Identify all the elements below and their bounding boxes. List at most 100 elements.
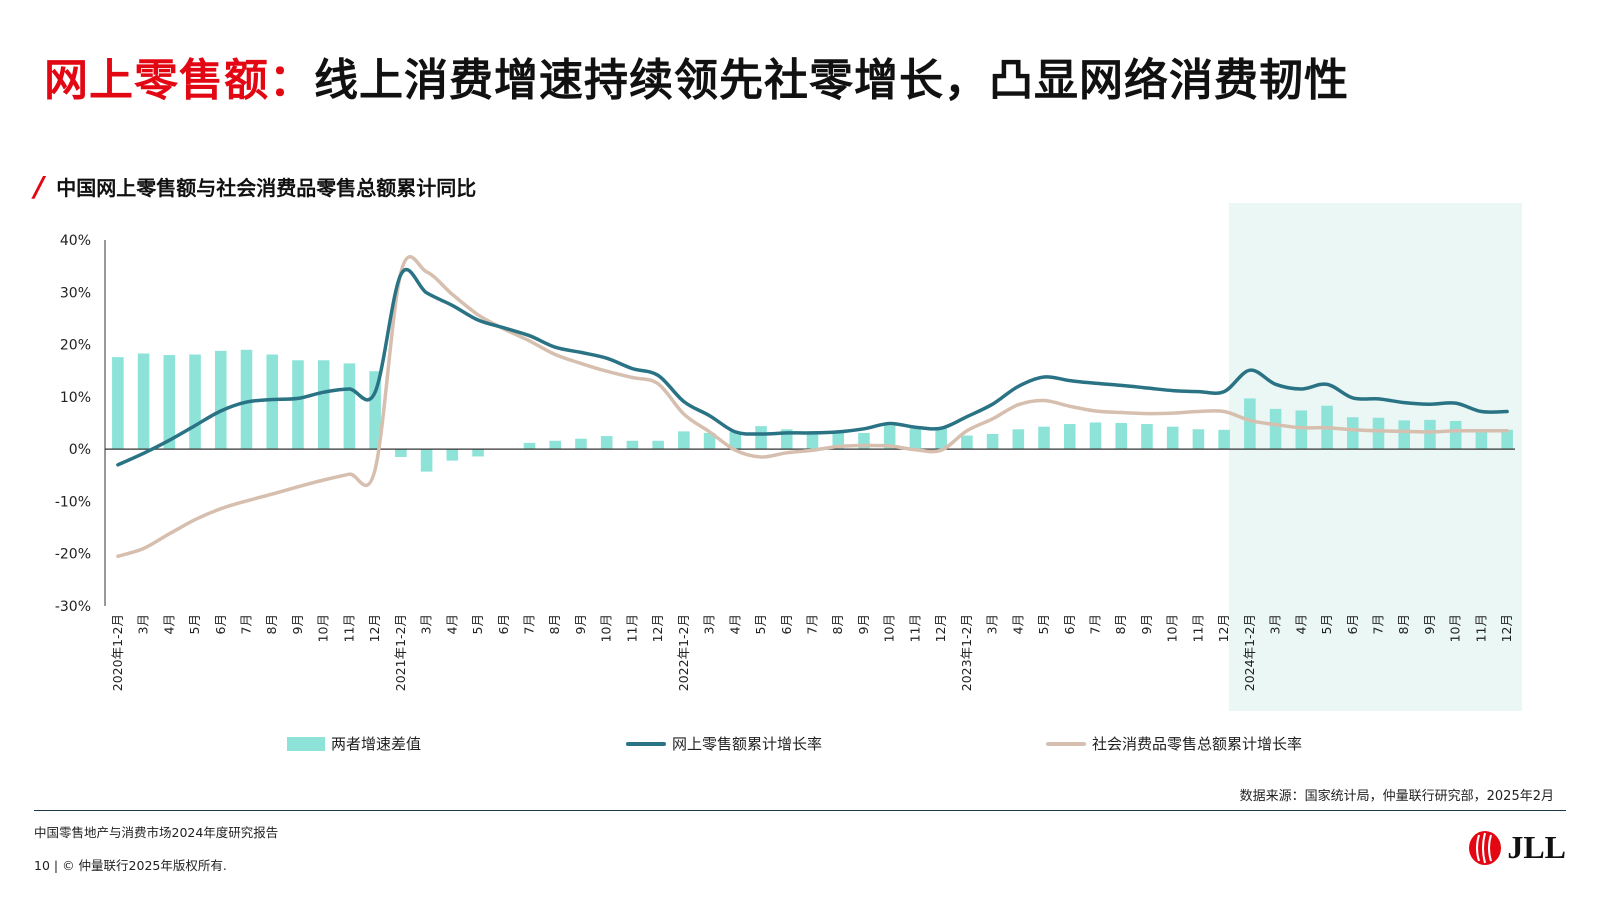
legend-item-online: 网上零售额累计增长率	[626, 733, 822, 754]
x-tick-label: 7月	[1371, 614, 1386, 634]
x-tick-label: 7月	[239, 614, 254, 634]
x-tick-label: 5月	[753, 614, 768, 634]
footer-report-title: 中国零售地产与消费市场2024年度研究报告	[34, 825, 279, 840]
x-tick-label: 6月	[1062, 614, 1077, 634]
y-tick-label: 10%	[60, 390, 91, 406]
bar-diff	[832, 432, 845, 450]
bar-diff	[1269, 408, 1282, 450]
x-tick-label: 12月	[650, 614, 665, 642]
jll-logo-icon	[1469, 830, 1502, 865]
footer-divider	[34, 810, 1566, 811]
bar-diff	[1089, 422, 1102, 450]
bar-diff	[652, 440, 664, 450]
bar-diff	[1218, 429, 1230, 450]
x-tick-label: 3月	[419, 614, 434, 634]
bar-diff	[626, 440, 639, 450]
x-tick-label: 6月	[779, 614, 794, 634]
legend-label-social: 社会消费品零售总额累计增长率	[1092, 735, 1303, 753]
headline-text: 线上消费增速持续领先社零增长，凸显网络消费韧性	[314, 55, 1349, 106]
jll-logo: JLL	[1467, 829, 1566, 866]
bar-diff	[1166, 426, 1179, 450]
bar-diff	[214, 350, 227, 450]
headline-highlight: 网上零售额：	[44, 55, 314, 106]
bar-diff	[549, 440, 562, 450]
bar-diff	[1398, 420, 1411, 450]
x-tick-label: 3月	[985, 614, 1000, 634]
bar-diff	[575, 438, 587, 450]
bar-diff	[1372, 417, 1385, 450]
bar-diff	[395, 449, 407, 457]
bar-diff	[1141, 424, 1153, 450]
bar-diff	[343, 363, 356, 450]
logo-wordmark: JLL	[1507, 829, 1566, 865]
x-tick-label: 3月	[1268, 614, 1283, 634]
accent-slash-icon: /	[34, 170, 45, 203]
bar-diff	[1295, 410, 1308, 450]
x-tick-label: 6月	[1345, 614, 1360, 634]
bar-diff	[1063, 424, 1076, 450]
x-tick-label: 11月	[1190, 614, 1205, 642]
x-tick-label: 8月	[1113, 614, 1128, 634]
x-tick-label: 5月	[470, 614, 485, 634]
bar-diff	[163, 355, 176, 450]
bar-diff	[1115, 423, 1128, 450]
bar-diff	[292, 360, 304, 450]
data-source: 数据来源：国家统计局，仲量联行研究部，2025年2月	[1239, 789, 1554, 804]
x-tick-label: 11月	[907, 614, 922, 642]
x-tick-label: 9月	[573, 614, 588, 634]
chart-title-block: / 中国网上零售额与社会消费品零售总额累计同比	[34, 170, 476, 203]
legend-label-bar: 两者增速差值	[331, 735, 422, 753]
x-tick-label: 7月	[805, 614, 820, 634]
x-tick-label: 2024年1-2月	[1242, 614, 1257, 691]
y-tick-label: 0%	[69, 442, 91, 458]
line-online-retail	[116, 267, 1509, 467]
bar-diff	[1501, 429, 1513, 450]
x-tick-label: 10月	[1165, 614, 1180, 642]
bar-diff	[369, 371, 381, 450]
x-tick-label: 7月	[522, 614, 537, 634]
highlight-region	[1229, 203, 1522, 711]
x-tick-label: 8月	[264, 614, 279, 634]
legend-item-social: 社会消费品零售总额累计增长率	[1046, 733, 1302, 754]
x-tick-label: 3月	[136, 614, 151, 634]
bar-diff	[472, 449, 484, 457]
legend-item-bar: 两者增速差值	[287, 733, 421, 754]
bar-diff	[780, 429, 793, 450]
y-tick-label: -20%	[55, 547, 91, 563]
x-tick-label: 10月	[599, 614, 614, 642]
x-tick-label: 11月	[1473, 614, 1488, 642]
bar-diff	[1038, 426, 1050, 450]
page-headline: 网上零售额：线上消费增速持续领先社零增长，凸显网络消费韧性	[44, 44, 1349, 108]
bar-diff	[1244, 398, 1256, 450]
x-tick-label: 10月	[316, 614, 331, 642]
x-tick-label: 2023年1-2月	[959, 614, 974, 691]
bar-diff	[446, 449, 459, 461]
bar-diff	[1424, 419, 1436, 450]
x-tick-label: 9月	[856, 614, 871, 634]
x-tick-label: 11月	[341, 614, 356, 642]
x-tick-label: 11月	[624, 614, 639, 642]
x-tick-label: 12月	[933, 614, 948, 642]
bar-diff	[189, 354, 201, 450]
y-tick-label: -30%	[55, 599, 91, 615]
bar-diff	[755, 426, 767, 450]
x-tick-label: 12月	[1499, 614, 1514, 642]
x-tick-label: 4月	[1010, 614, 1025, 634]
x-tick-label: 2020年1-2月	[110, 614, 125, 691]
x-tick-label: 8月	[547, 614, 562, 634]
bar-diff	[112, 357, 124, 450]
line-social-retail	[116, 255, 1509, 559]
x-tick-label: 9月	[1422, 614, 1437, 634]
bar-diff	[523, 442, 536, 450]
x-tick-label: 7月	[1088, 614, 1103, 634]
x-tick-label: 9月	[290, 614, 305, 634]
bar-diff	[1449, 420, 1462, 450]
x-tick-label: 6月	[213, 614, 228, 634]
legend-swatch-social	[1046, 741, 1086, 746]
x-tick-label: 3月	[702, 614, 717, 634]
x-tick-label: 6月	[496, 614, 511, 634]
x-tick-label: 2022年1-2月	[676, 614, 691, 691]
x-tick-label: 5月	[187, 614, 202, 634]
x-tick-label: 10月	[1448, 614, 1463, 642]
x-tick-label: 8月	[830, 614, 845, 634]
